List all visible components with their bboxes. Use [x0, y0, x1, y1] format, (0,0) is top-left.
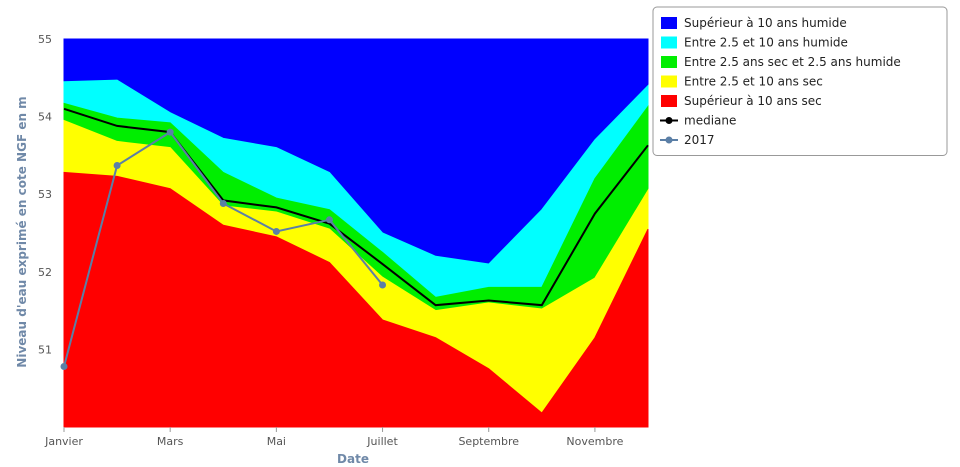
legend-item-label: 2017 — [684, 133, 715, 147]
y-tick-label: 52 — [38, 266, 52, 279]
legend-item-label: Supérieur à 10 ans sec — [684, 94, 822, 108]
legend-box — [652, 6, 948, 156]
x-tick-label: Mars — [157, 435, 184, 448]
legend-item-label: Entre 2.5 et 10 ans sec — [684, 75, 823, 89]
line-series-1 — [63, 107, 649, 307]
legend-item-label: mediane — [684, 114, 736, 128]
legend-item-label: Supérieur à 10 ans humide — [684, 16, 847, 30]
point-2017 — [60, 362, 68, 370]
x-tick-label: Janvier — [44, 435, 83, 448]
y-axis-title: Niveau d'eau exprimé en cote NGF en m — [15, 96, 29, 367]
legend-swatch — [661, 36, 677, 49]
x-tick-label: Juillet — [366, 435, 398, 448]
legend-point-marker — [665, 136, 673, 144]
point-2017 — [272, 227, 280, 235]
legend-point-marker — [665, 117, 673, 124]
legend-swatch — [661, 95, 677, 107]
legend-item-label: Entre 2.5 et 10 ans humide — [684, 36, 848, 50]
y-axis: 51 52 53 54 55 — [38, 33, 52, 356]
point-2017 — [166, 128, 174, 136]
y-tick-label: 54 — [38, 111, 52, 124]
point-2017 — [379, 281, 387, 289]
legend-swatch — [661, 56, 677, 68]
y-tick-label: 53 — [38, 188, 52, 201]
plot-area — [60, 38, 649, 428]
legend-swatch — [661, 75, 677, 88]
x-axis-title: Date — [337, 452, 369, 466]
x-tick-label: Septembre — [458, 435, 519, 448]
legend-swatch — [661, 17, 677, 29]
legend-item-label: Entre 2.5 ans sec et 2.5 ans humide — [684, 55, 901, 69]
y-tick-label: 55 — [38, 33, 52, 46]
y-tick-label: 51 — [38, 343, 52, 356]
point-2017 — [219, 200, 227, 208]
x-axis: Janvier Mars Mai Juillet Septembre Novembre — [44, 427, 624, 448]
point-2017 — [113, 161, 121, 169]
point-2017 — [325, 216, 333, 224]
x-tick-label: Mai — [267, 435, 286, 448]
area-band-5 — [63, 171, 649, 428]
x-tick-label: Novembre — [566, 435, 623, 448]
legend: Supérieur à 10 ans humide Entre 2.5 et 10… — [652, 6, 948, 156]
